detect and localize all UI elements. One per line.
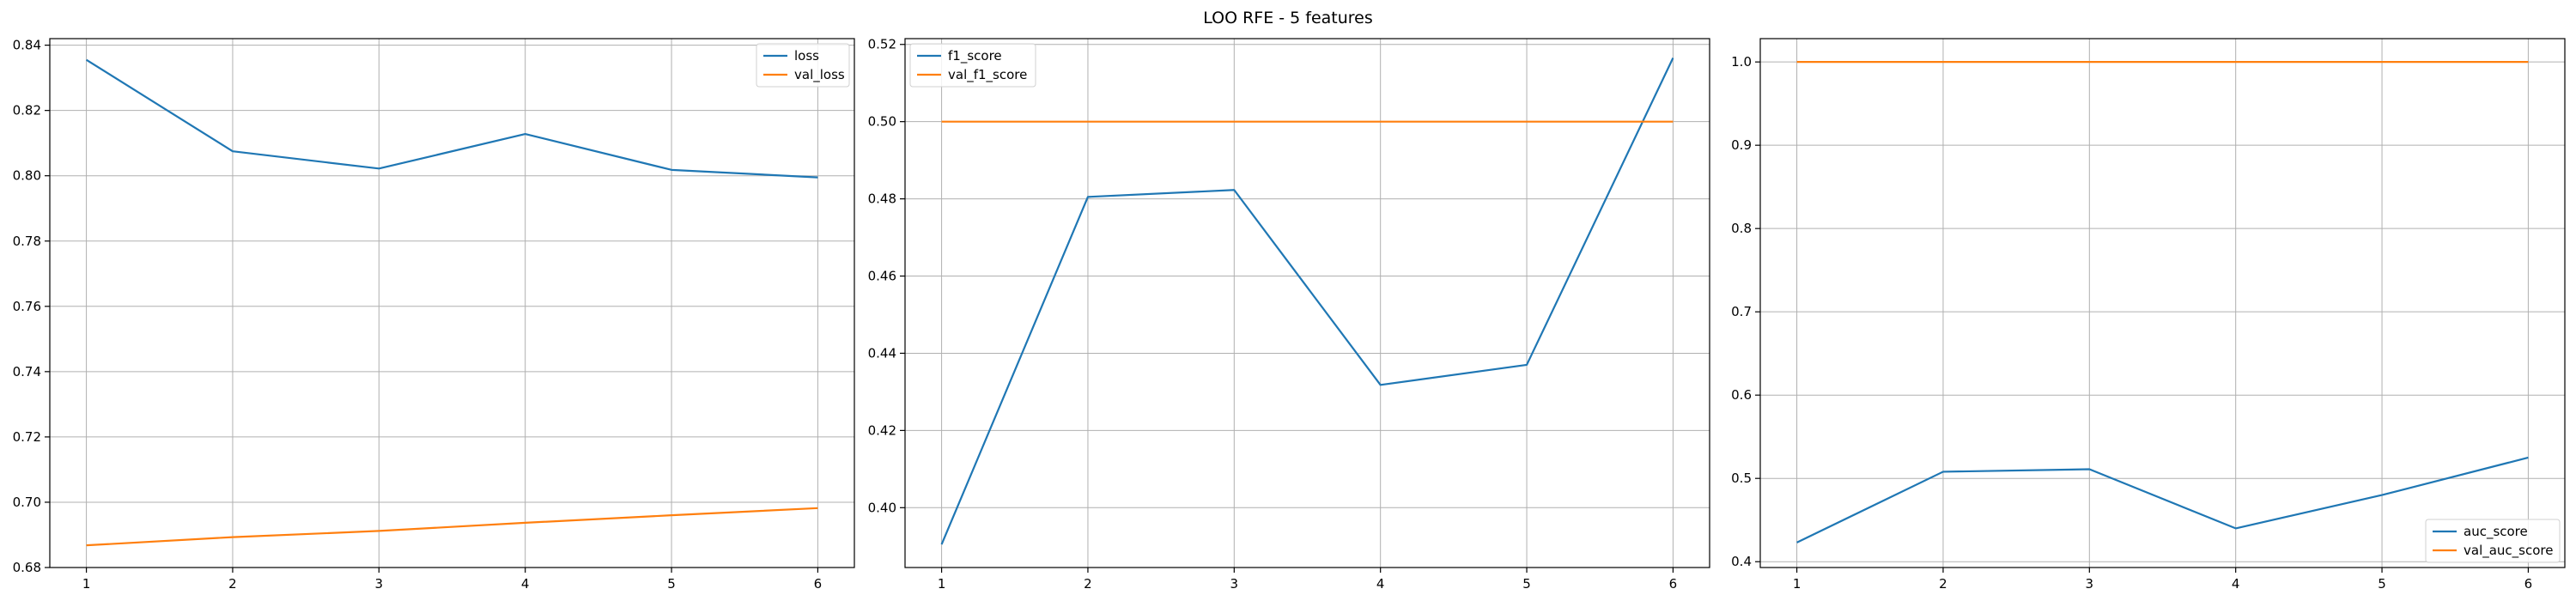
axes-frame [904,38,1710,568]
legend-label-loss: loss [794,48,819,64]
legend-box [2425,519,2561,563]
y-tick-label: 0.46 [868,269,896,284]
y-tick-label: 0.78 [13,234,41,249]
x-tick-label: 1 [938,576,946,592]
y-tick-label: 0.48 [868,191,896,207]
y-tick-label: 0.9 [1731,137,1752,153]
legend: loss val_loss [756,43,850,88]
series-line-f1_score [940,58,1674,545]
x-tick-label: 6 [1669,576,1678,592]
x-tick-label: 5 [2378,576,2386,592]
x-tick-label: 5 [1522,576,1531,592]
series-line-val_loss [86,507,818,547]
series-line-auc_score [1796,456,2529,543]
y-tick-label: 0.8 [1731,221,1752,236]
x-tick-label: 5 [667,576,676,592]
y-tick-label: 0.6 [1731,387,1752,403]
legend-box [756,43,850,88]
x-tick-label: 4 [2232,576,2240,592]
y-tick-label: 0.70 [13,495,41,510]
figure-suptitle: LOO RFE - 5 features [1203,9,1373,27]
legend-label-f1_score: f1_score [948,48,1002,64]
legend-label-val_f1_score: val_f1_score [948,67,1027,83]
subplot-2: 1 2 3 4 5 6 0.40 0.42 0.44 0.46 0.48 0.50 0.52 f1_sco… [868,37,1710,592]
legend-label-val_loss: val_loss [794,67,845,83]
x-tick-label: 2 [228,576,237,592]
legend-box [909,43,1036,88]
legend-label-auc_score: auc_score [2464,524,2528,540]
y-tick-label: 1.0 [1731,54,1752,70]
subplot-3: 1 2 3 4 5 6 0.4 0.5 0.6 0.7 0.8 0.9 1.0 auc_score val_… [1731,38,2566,592]
x-tick-label: 6 [2524,576,2533,592]
y-tick-label: 0.72 [13,429,41,445]
legend-label-val_auc_score: val_auc_score [2464,543,2554,559]
x-tick-label: 2 [1939,576,1947,592]
legend: auc_score val_auc_score [2425,519,2561,563]
y-tick-label: 0.44 [868,345,896,361]
y-tick-label: 0.84 [13,38,41,53]
y-tick-label: 0.4 [1731,554,1752,569]
y-tick-label: 0.74 [13,364,41,379]
y-tick-label: 0.7 [1731,304,1752,319]
x-tick-label: 1 [82,576,91,592]
x-tick-label: 3 [2086,576,2094,592]
series-line-loss [86,58,818,179]
x-tick-label: 4 [521,576,530,592]
x-tick-label: 2 [1084,576,1092,592]
y-tick-label: 0.80 [13,168,41,184]
axes-frame [49,38,855,568]
x-tick-label: 3 [375,576,384,592]
y-tick-label: 0.50 [868,114,896,130]
y-tick-label: 0.42 [868,422,896,438]
x-tick-label: 6 [814,576,823,592]
x-tick-label: 1 [1793,576,1801,592]
y-tick-label: 0.52 [868,37,896,52]
y-tick-label: 0.76 [13,299,41,314]
axes-frame [1759,38,2566,568]
y-tick-label: 0.40 [868,500,896,515]
y-tick-label: 0.82 [13,103,41,118]
x-tick-label: 4 [1376,576,1385,592]
subplot-1: 1 2 3 4 5 6 0.68 0.70 0.72 0.74 0.76 0.78 0.80 0.82 0.… [13,38,855,592]
y-tick-label: 0.68 [13,560,41,575]
y-tick-label: 0.5 [1731,470,1752,486]
legend: f1_score val_f1_score [909,43,1036,88]
x-tick-label: 3 [1230,576,1239,592]
charts-container: 1 2 3 4 5 60.680.700.720.740.760.780.800.820.… [13,37,2566,592]
